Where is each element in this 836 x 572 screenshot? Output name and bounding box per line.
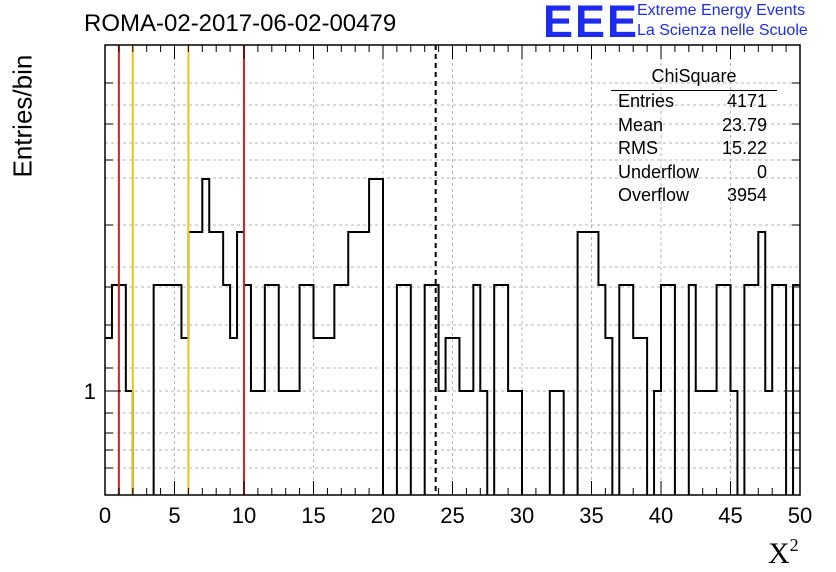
- x-tick-label: 35: [579, 503, 603, 528]
- stats-label: Overflow: [618, 185, 690, 205]
- plot-title: ROMA-02-2017-06-02-00479: [84, 10, 397, 37]
- stats-row-overflow: Overflow 3954: [611, 185, 777, 209]
- x-tick-label: 10: [232, 503, 256, 528]
- eee-logo-mark: EEE: [543, 0, 640, 47]
- x-tick-label: 20: [371, 503, 395, 528]
- stats-divider: [611, 90, 777, 91]
- x-tick-label: 5: [168, 503, 180, 528]
- histogram-series: [105, 178, 800, 495]
- stats-label: Entries: [618, 91, 675, 111]
- y-tick-label: 1: [84, 379, 96, 404]
- stats-row-underflow: Underflow 0: [611, 162, 777, 186]
- x-tick-label: 30: [510, 503, 534, 528]
- stats-row-rms: RMS 15.22: [611, 138, 777, 162]
- stats-value: 23.79: [721, 114, 767, 135]
- x-tick-label: 25: [440, 503, 464, 528]
- x-tick-label: 45: [718, 503, 742, 528]
- x-tick-label: 50: [788, 503, 812, 528]
- stats-value: 15.22: [721, 138, 767, 158]
- stats-value: 3954: [726, 185, 767, 205]
- x-tick-label: 15: [301, 503, 325, 528]
- stats-row-entries: Entries 4171: [611, 91, 777, 115]
- eee-logo-line2: La Scienza nelle Scuole: [637, 22, 808, 39]
- stats-value: 4171: [726, 91, 767, 111]
- eee-logo-line1: Extreme Energy Events: [637, 2, 806, 19]
- x-tick-label: 0: [99, 503, 111, 528]
- stats-box: ChiSquare Entries 4171 Mean 23.79 RMS 15.22…: [611, 66, 777, 209]
- y-axis-label: Entries/bin: [7, 54, 38, 178]
- x-tick-label: 40: [649, 503, 673, 528]
- stats-row-mean: Mean 23.79: [611, 115, 777, 139]
- stats-title: ChiSquare: [651, 66, 737, 86]
- x-axis-label: X2: [768, 535, 799, 570]
- stats-value: 0: [756, 161, 767, 182]
- stats-label: Mean: [618, 114, 664, 135]
- stats-label: RMS: [618, 138, 658, 158]
- stats-label: Underflow: [618, 161, 700, 182]
